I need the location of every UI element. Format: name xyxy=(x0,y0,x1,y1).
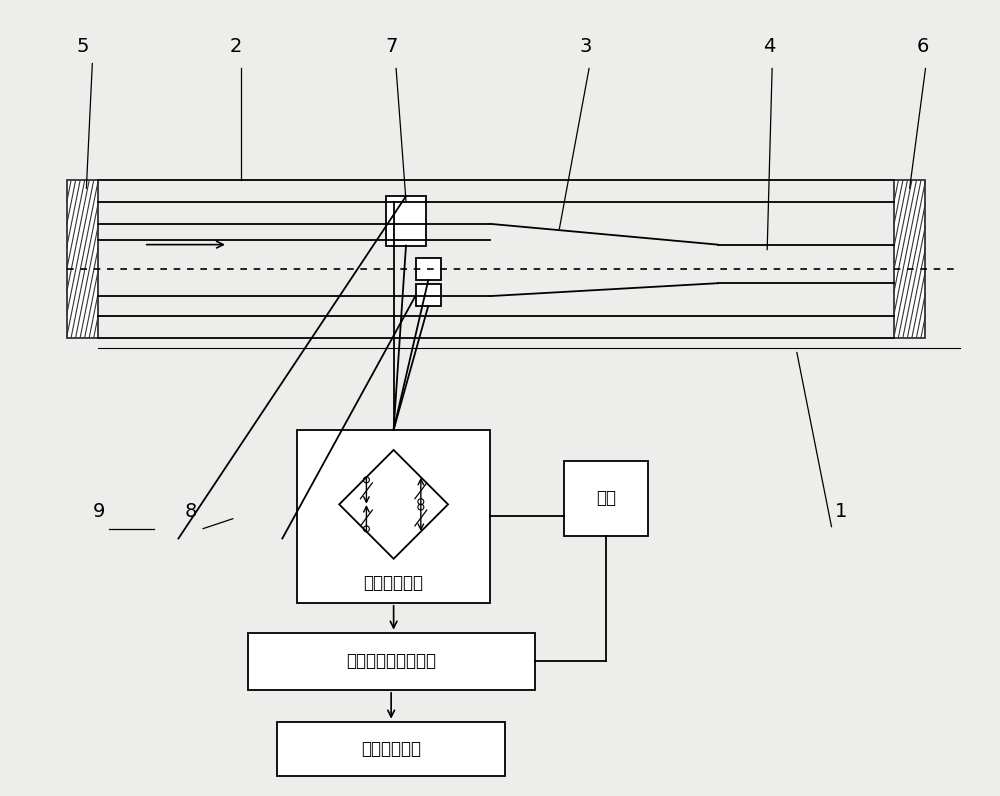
Text: 3: 3 xyxy=(580,37,592,56)
Text: 信号采集与放大电路: 信号采集与放大电路 xyxy=(346,652,436,670)
Text: 4: 4 xyxy=(763,37,775,56)
Text: 6: 6 xyxy=(916,37,929,56)
Text: 7: 7 xyxy=(385,37,397,56)
Bar xyxy=(67,181,98,338)
Text: 电源: 电源 xyxy=(596,490,616,507)
Text: 2: 2 xyxy=(230,37,242,56)
Text: 8: 8 xyxy=(185,501,197,521)
Text: 全桥差动结构: 全桥差动结构 xyxy=(364,574,424,592)
Text: 5: 5 xyxy=(76,37,89,56)
Bar xyxy=(297,430,490,603)
Bar xyxy=(416,284,441,306)
Bar xyxy=(248,633,535,690)
Text: 9: 9 xyxy=(93,501,105,521)
Bar xyxy=(277,722,505,776)
Bar xyxy=(894,181,925,338)
Bar xyxy=(386,196,426,246)
Bar xyxy=(564,462,648,536)
Text: 数据处理电路: 数据处理电路 xyxy=(361,739,421,758)
Bar xyxy=(416,259,441,280)
Text: 1: 1 xyxy=(835,501,848,521)
